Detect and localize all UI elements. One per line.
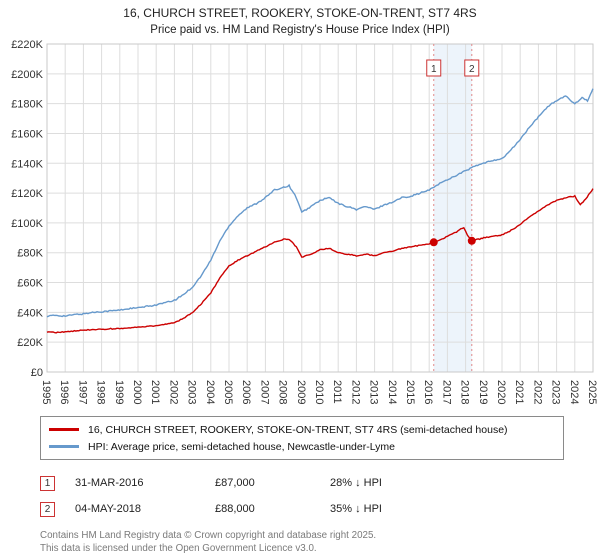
svg-text:2010: 2010 <box>313 380 325 404</box>
svg-text:£200K: £200K <box>11 69 43 81</box>
svg-text:2024: 2024 <box>568 380 580 404</box>
svg-text:1995: 1995 <box>40 380 52 404</box>
svg-text:2005: 2005 <box>222 380 234 404</box>
svg-text:2017: 2017 <box>440 380 452 404</box>
hpi-line-swatch <box>49 445 79 448</box>
svg-text:2014: 2014 <box>386 380 398 404</box>
svg-text:£120K: £120K <box>11 188 43 200</box>
svg-text:2006: 2006 <box>240 380 252 404</box>
sale-annotation-row: 2 04-MAY-2018 £88,000 35% ↓ HPI <box>40 496 600 522</box>
svg-text:£220K: £220K <box>11 39 43 51</box>
sale-2-hpi-delta: 35% ↓ HPI <box>330 503 382 515</box>
svg-text:£80K: £80K <box>17 248 43 260</box>
svg-text:2011: 2011 <box>331 380 343 404</box>
sale-1-price: £87,000 <box>215 477 255 489</box>
svg-text:2000: 2000 <box>131 380 143 404</box>
svg-text:£140K: £140K <box>11 158 43 170</box>
svg-text:£40K: £40K <box>17 307 43 319</box>
chart-header: 16, CHURCH STREET, ROOKERY, STOKE-ON-TRE… <box>0 0 600 36</box>
legend-item-hpi: HPI: Average price, semi-detached house,… <box>49 438 555 455</box>
svg-text:£60K: £60K <box>17 278 43 290</box>
page-title: 16, CHURCH STREET, ROOKERY, STOKE-ON-TRE… <box>123 6 477 20</box>
svg-text:£160K: £160K <box>11 128 43 140</box>
legend-item-property: 16, CHURCH STREET, ROOKERY, STOKE-ON-TRE… <box>49 421 555 438</box>
footer-line-1: Contains HM Land Registry data © Crown c… <box>40 530 377 541</box>
sale-2-price: £88,000 <box>215 503 255 515</box>
svg-text:2023: 2023 <box>550 380 562 404</box>
svg-text:1997: 1997 <box>76 380 88 404</box>
footer-line-2: This data is licensed under the Open Gov… <box>40 542 317 554</box>
svg-text:2004: 2004 <box>204 380 216 404</box>
svg-text:2012: 2012 <box>349 380 361 404</box>
sale-1-hpi-delta: 28% ↓ HPI <box>330 477 382 489</box>
svg-text:2015: 2015 <box>404 380 416 404</box>
svg-text:2009: 2009 <box>295 380 307 404</box>
chart-legend: 16, CHURCH STREET, ROOKERY, STOKE-ON-TRE… <box>40 416 564 460</box>
svg-text:2002: 2002 <box>167 380 179 404</box>
svg-text:2: 2 <box>469 64 475 75</box>
sale-1-date: 31-MAR-2016 <box>75 477 144 489</box>
svg-text:£20K: £20K <box>17 337 43 349</box>
svg-text:2018: 2018 <box>459 380 471 404</box>
svg-text:2025: 2025 <box>586 380 598 404</box>
svg-text:1996: 1996 <box>58 380 70 404</box>
svg-text:2021: 2021 <box>513 380 525 404</box>
sale-2-date: 04-MAY-2018 <box>75 503 142 515</box>
legend-label-hpi: HPI: Average price, semi-detached house,… <box>88 440 395 453</box>
svg-text:2013: 2013 <box>368 380 380 404</box>
svg-text:1998: 1998 <box>95 380 107 404</box>
svg-text:2008: 2008 <box>277 380 289 404</box>
legend-label-property: 16, CHURCH STREET, ROOKERY, STOKE-ON-TRE… <box>88 423 508 436</box>
svg-text:2019: 2019 <box>477 380 489 404</box>
svg-text:£0: £0 <box>31 367 43 379</box>
sale-annotation-row: 1 31-MAR-2016 £87,000 28% ↓ HPI <box>40 470 600 496</box>
svg-text:1: 1 <box>431 64 437 75</box>
property-line-swatch <box>49 428 79 431</box>
svg-text:£100K: £100K <box>11 218 43 230</box>
sale-annotations: 1 31-MAR-2016 £87,000 28% ↓ HPI 2 04-MAY… <box>40 470 600 522</box>
svg-text:2016: 2016 <box>422 380 434 404</box>
sale-2-marker-badge: 2 <box>40 501 55 517</box>
svg-text:1999: 1999 <box>113 380 125 404</box>
svg-text:2020: 2020 <box>495 380 507 404</box>
price-chart[interactable]: 1 2 £0 £20K £40K £60K £80K £100K £120K £140K £160K… <box>0 36 600 416</box>
svg-text:2007: 2007 <box>258 380 270 404</box>
page-subtitle: Price paid vs. HM Land Registry's House … <box>150 24 450 36</box>
sale-1-marker-badge: 1 <box>40 475 55 491</box>
svg-text:2022: 2022 <box>531 380 543 404</box>
svg-text:2003: 2003 <box>186 380 198 404</box>
svg-text:2001: 2001 <box>149 380 161 404</box>
license-footer: Contains HM Land Registry data © Crown c… <box>40 530 600 555</box>
svg-text:£180K: £180K <box>11 99 43 111</box>
